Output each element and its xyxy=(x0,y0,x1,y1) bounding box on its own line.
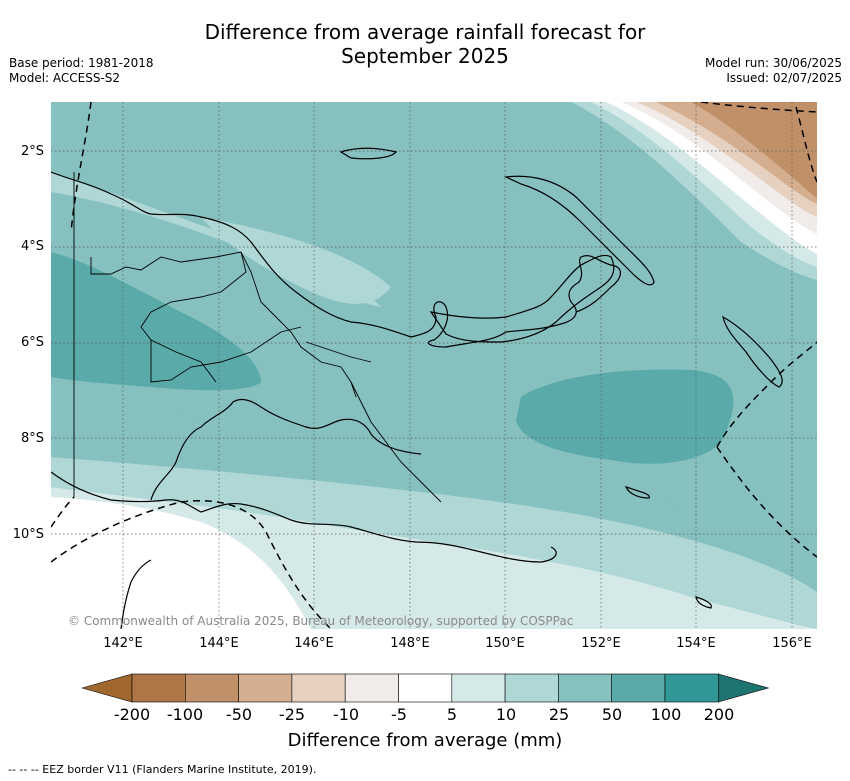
cbar-tick-label: 100 xyxy=(650,705,682,724)
lon-label-154e: 154°E xyxy=(676,636,716,651)
contour-50-100-east xyxy=(516,369,734,464)
model-text: Model: ACCESS-S2 xyxy=(9,71,121,85)
title-line-1: Difference from average rainfall forecas… xyxy=(204,20,646,44)
cbar-tick-label: 200 xyxy=(703,705,735,724)
lat-label-8s: 8°S xyxy=(20,431,44,446)
colorbar xyxy=(82,673,770,703)
eez-legend-note: -- -- -- EEZ border V11 (Flanders Marine… xyxy=(8,763,317,776)
cbar-tick-label: -5 xyxy=(391,705,407,724)
map-title: Difference from average rainfall forecas… xyxy=(0,20,850,68)
lat-label-10s: 10°S xyxy=(12,527,44,542)
colorbar-extend-high xyxy=(717,673,770,703)
metadata-right: Model run: 30/06/2025 Issued: 02/07/2025 xyxy=(705,56,842,86)
cbar-tick-label: -200 xyxy=(113,705,151,724)
colorbar-cell xyxy=(398,673,453,703)
lon-label-144e: 144°E xyxy=(199,636,239,651)
contour-10-25-south xyxy=(51,457,817,629)
lat-label-6s: 6°S xyxy=(20,335,44,350)
contour-25-50-south xyxy=(51,392,817,592)
lon-label-150e: 150°E xyxy=(485,636,525,651)
colorbar-cell xyxy=(611,673,666,703)
colorbar-cell xyxy=(291,673,346,703)
lat-label-2s: 2°S xyxy=(20,144,44,159)
colorbar-cell xyxy=(451,673,506,703)
colorbar-cell xyxy=(504,673,559,703)
contour-dry-50-100 xyxy=(691,102,817,198)
colorbar-cell xyxy=(238,673,293,703)
province-borders xyxy=(73,172,442,503)
cbar-tick-label: -25 xyxy=(278,705,306,724)
lon-label-156e: 156°E xyxy=(772,636,812,651)
base-period-text: Base period: 1981-2018 xyxy=(9,56,154,70)
model-run-text: Model run: 30/06/2025 xyxy=(704,56,842,70)
cbar-tick-label: 25 xyxy=(548,705,570,724)
contour-neutral-south xyxy=(51,497,311,629)
issued-text: Issued: 02/07/2025 xyxy=(726,71,842,85)
eez-borders xyxy=(51,102,817,629)
copyright-text: © Commonwealth of Australia 2025, Bureau… xyxy=(68,614,574,628)
colorbar-cell xyxy=(664,673,719,703)
lon-label-142e: 142°E xyxy=(103,636,143,651)
lon-label-148e: 148°E xyxy=(390,636,430,651)
contour-50-100-west xyxy=(51,252,261,391)
lon-label-146e: 146°E xyxy=(294,636,334,651)
lon-label-152e: 152°E xyxy=(581,636,621,651)
cbar-tick-label: 5 xyxy=(446,705,458,724)
cbar-tick-label: -10 xyxy=(332,705,360,724)
colorbar-title: Difference from average (mm) xyxy=(287,730,563,751)
lat-label-4s: 4°S xyxy=(20,239,44,254)
colorbar-cell xyxy=(185,673,239,703)
metadata-left: Base period: 1981-2018 Model: ACCESS-S2 xyxy=(9,56,154,86)
colorbar-cell xyxy=(344,673,399,703)
cbar-tick-label: -100 xyxy=(166,705,204,724)
colorbar-cell xyxy=(131,673,186,703)
cbar-tick-label: 50 xyxy=(601,705,623,724)
title-line-2: September 2025 xyxy=(341,44,509,68)
coastlines xyxy=(51,147,783,629)
cbar-tick-label: -50 xyxy=(225,705,253,724)
colorbar-extend-low xyxy=(82,673,133,703)
colorbar-cell xyxy=(558,673,612,703)
rainfall-map xyxy=(51,102,817,629)
cbar-tick-label: 10 xyxy=(495,705,517,724)
